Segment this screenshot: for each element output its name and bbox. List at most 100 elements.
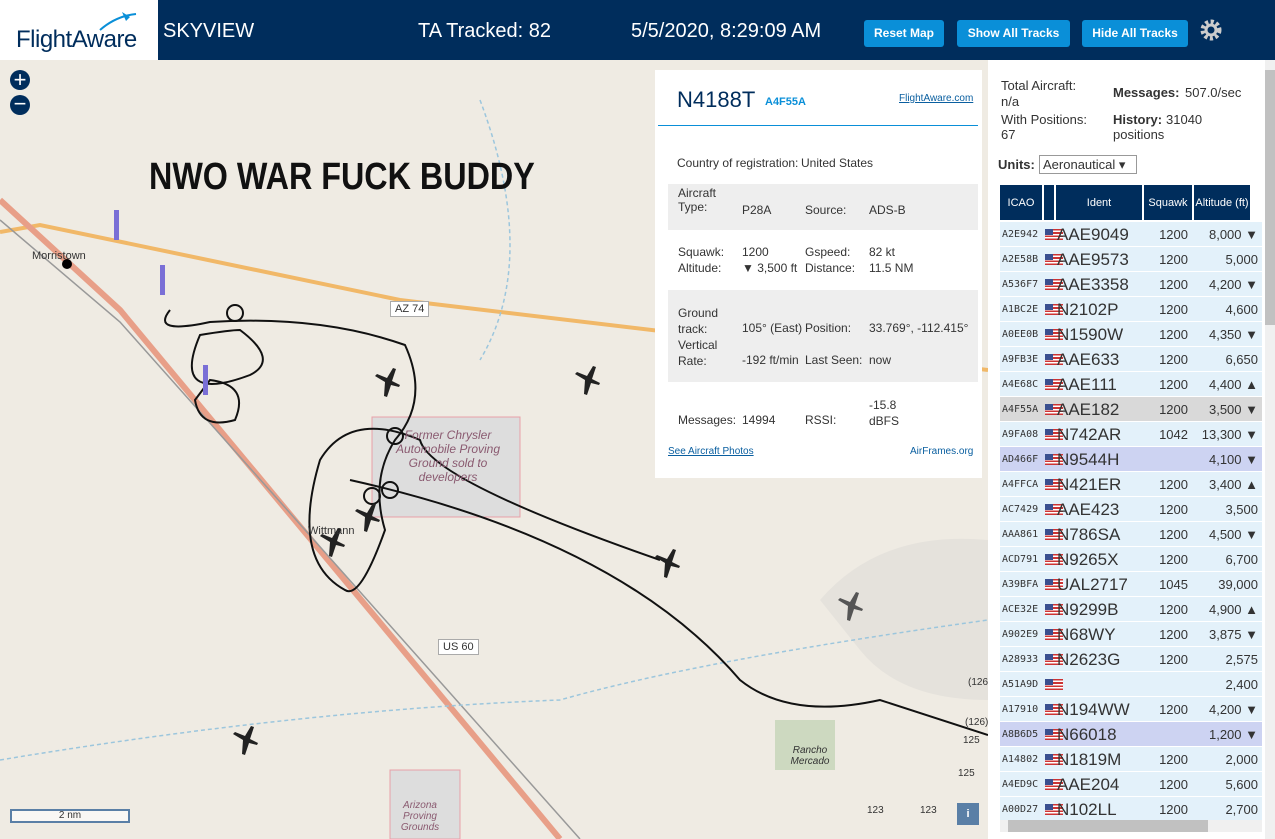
airframes-link[interactable]: AirFrames.org [910,446,974,457]
show-tracks-button[interactable]: Show All Tracks [957,20,1070,47]
road-number: 123 [920,805,937,816]
column-header[interactable]: ICAO [1000,185,1042,220]
table-row[interactable]: A536F7 AAE3358 1200 4,200 ▼ [1000,272,1262,297]
field-value: -15.8 dBFS [869,398,900,428]
table-row[interactable]: A4F55A AAE182 1200 3,500 ▼ [1000,397,1262,422]
table-row[interactable]: A00D27 N102LL 1200 2,700 [1000,797,1262,822]
field-label: Aircraft Type: [678,186,717,214]
units-select[interactable]: Aeronautical ▾ [1039,155,1137,174]
column-header[interactable]: Ident [1056,185,1142,220]
column-header[interactable]: Altitude (ft) [1194,185,1250,220]
table-row[interactable]: A9FB3E AAE633 1200 6,650 [1000,347,1262,372]
squawk-cell: 1200 [1159,802,1188,817]
datetime: 5/5/2020, 8:29:09 AM [631,20,822,42]
road-number: 125 [963,735,980,746]
squawk-cell: 1200 [1159,702,1188,717]
field-label: Position: [805,321,852,335]
table-row[interactable]: A902E9 N68WY 1200 3,875 ▼ [1000,622,1262,647]
us-flag [1045,679,1063,690]
altitude-cell: 5,600 [1225,777,1258,792]
squawk-cell: 1200 [1159,602,1188,617]
icao-cell: A4FFCA [1002,479,1039,490]
zoom-out[interactable]: − [10,93,30,115]
map-label: Morristown [32,250,86,262]
zoom-in[interactable]: + [10,69,30,91]
ident-cell: N68WY [1057,625,1116,644]
ident-cell: AAE204 [1057,775,1120,794]
info-button[interactable]: i [957,803,979,825]
ident-cell: AAE3358 [1057,275,1129,294]
scrollbar[interactable] [1265,60,1275,839]
photos-link[interactable]: See Aircraft Photos [668,446,754,457]
icao-cell: A902E9 [1002,629,1039,640]
table-row[interactable]: A17910 N194WW 1200 4,200 ▼ [1000,697,1262,722]
table-row[interactable]: A4ED9C AAE204 1200 5,600 [1000,772,1262,797]
ident-cell: N2623G [1057,650,1121,669]
squawk-cell: 1200 [1159,227,1188,242]
field-label: Country of registration: [677,156,799,170]
altitude-cell: 2,000 [1225,752,1258,767]
icao-cell: A00D27 [1002,804,1039,815]
icao-cell: A536F7 [1002,279,1039,290]
flightaware-link[interactable]: FlightAware.com [899,93,974,104]
ident-cell: AAE9049 [1057,225,1129,244]
us-flag [1045,429,1063,440]
map-label: Arizona Proving Grounds [400,800,440,833]
ident-cell: N66018 [1057,725,1117,744]
table-row[interactable]: A14802 N1819M 1200 2,000 [1000,747,1262,772]
logo[interactable]: FlightAware [0,0,158,60]
ident-cell: N102LL [1057,800,1117,819]
icao-cell: A14802 [1002,754,1039,765]
hide-tracks-button[interactable]: Hide All Tracks [1082,20,1188,47]
field-value: P28A [742,203,772,217]
us-flag [1045,754,1063,765]
table-row[interactable]: A51A9D 2,400 [1000,672,1262,697]
map-layer [0,99,988,839]
map-label: Rancho Mercado [790,745,830,767]
table-row[interactable]: A8B6D5 N66018 1,200 ▼ [1000,722,1262,747]
table-row[interactable]: AD466F N9544H 4,100 ▼ [1000,447,1262,472]
table-row[interactable]: A2E942 AAE9049 1200 8,000 ▼ [1000,222,1262,247]
table-row[interactable]: A4FFCA N421ER 1200 3,400 ▲ [1000,472,1262,497]
table-row[interactable]: A0EE0B N1590W 1200 4,350 ▼ [1000,322,1262,347]
table-row[interactable]: ACD791 N9265X 1200 6,700 [1000,547,1262,572]
altitude-cell: 1,200 ▼ [1208,727,1258,742]
table-row[interactable]: A9FA08 N742AR 1042 13,300 ▼ [1000,422,1262,447]
popup-hex: A4F55A [765,96,806,108]
road-sign: US 60 [438,639,479,655]
units-label: Units: [998,157,1035,172]
us-flag [1045,379,1063,390]
field-value: now [869,353,892,367]
table-row[interactable]: AC7429 AAE423 1200 3,500 [1000,497,1262,522]
settings-gear[interactable] [1199,18,1223,42]
squawk-cell: 1200 [1159,552,1188,567]
table-row[interactable]: A4E68C AAE111 1200 4,400 ▲ [1000,372,1262,397]
ident-cell: N786SA [1057,525,1121,544]
popup-callsign: N4188T [677,87,756,112]
info-box [668,184,978,230]
table-row[interactable]: A2E58B AAE9573 1200 5,000 [1000,247,1262,272]
icao-cell: A2E58B [1002,254,1039,265]
us-flag [1045,454,1063,465]
table-row[interactable]: A39BFA UAL2717 1045 39,000 [1000,572,1262,597]
field-value: 14994 [742,413,776,427]
table-row[interactable]: ACE32E N9299B 1200 4,900 ▲ [1000,597,1262,622]
squawk-cell: 1200 [1159,277,1188,292]
stat-value: 67 [1001,127,1016,142]
ident-cell: N9299B [1057,600,1119,619]
table-row[interactable]: A1BC2E N2102P 1200 4,600 [1000,297,1262,322]
field-value: 82 kt [869,245,896,259]
road-number: (126) [965,717,988,728]
h-scrollbar[interactable] [1000,820,1262,832]
road-sign: AZ 74 [390,301,430,317]
altitude-cell: 4,400 ▲ [1208,377,1258,392]
units-value: Aeronautical [1043,157,1116,172]
us-flag [1045,604,1063,615]
table-row[interactable]: AAA861 N786SA 1200 4,500 ▼ [1000,522,1262,547]
field-value: ▼ 3,500 ft [742,261,798,275]
reset-map-button[interactable]: Reset Map [864,20,944,47]
column-header[interactable]: Squawk [1144,185,1192,220]
icao-cell: A4E68C [1002,379,1039,390]
table-row[interactable]: A28933 N2623G 1200 2,575 [1000,647,1262,672]
aircraft-icons[interactable] [233,366,863,755]
